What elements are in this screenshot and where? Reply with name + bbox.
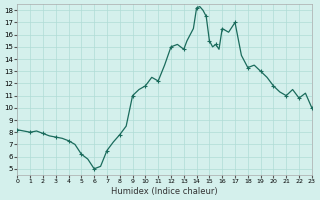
X-axis label: Humidex (Indice chaleur): Humidex (Indice chaleur) xyxy=(111,187,218,196)
